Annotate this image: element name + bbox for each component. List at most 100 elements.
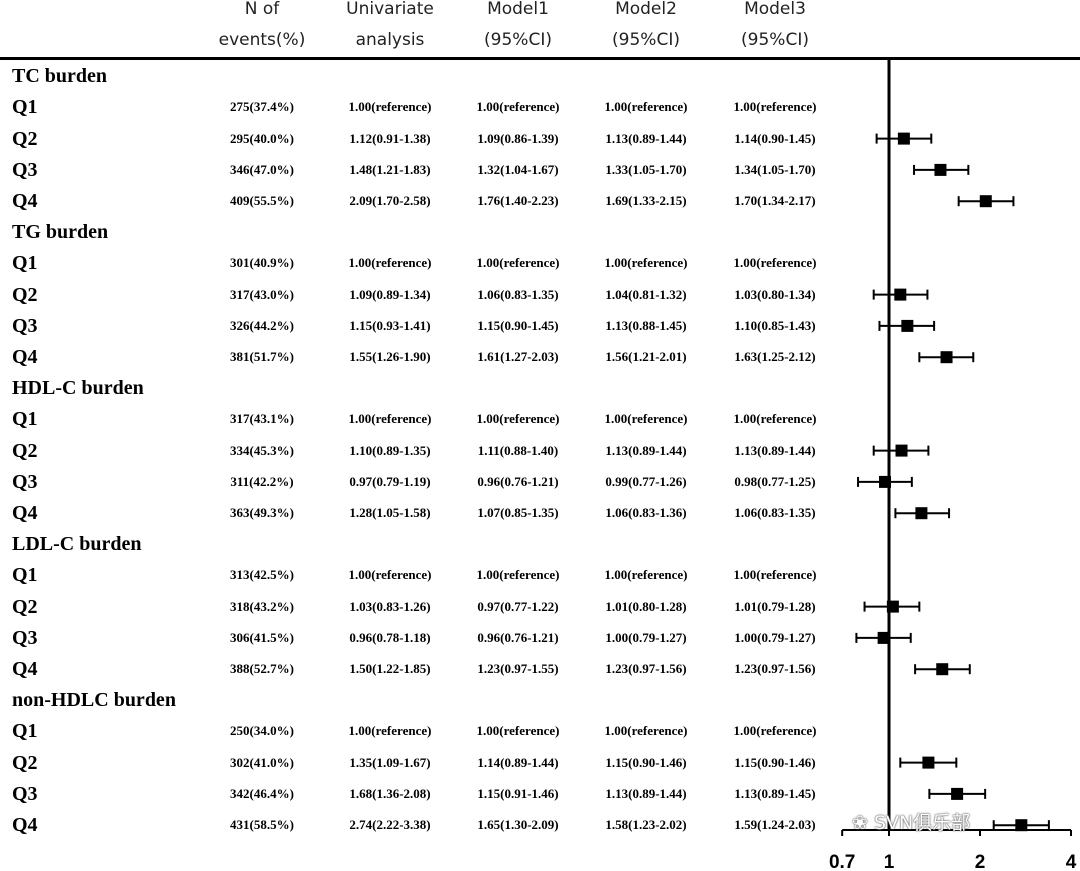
cell-model2: 1.33(1.05-1.70) (605, 161, 687, 177)
section-title: TG burden (12, 221, 109, 243)
cell-univariate: 1.03(0.83-1.26) (349, 598, 431, 614)
cell-model2: 1.06(0.83-1.36) (605, 505, 687, 521)
cell-events: 342(46.4%) (230, 785, 294, 801)
cell-model2: 1.15(0.90-1.46) (605, 754, 687, 770)
cell-model3: 1.01(0.79-1.28) (734, 598, 816, 614)
cell-model2: 1.00(reference) (604, 567, 688, 583)
cell-model2: 1.13(0.89-1.44) (605, 130, 687, 146)
cell-univariate: 1.00(reference) (348, 99, 432, 115)
cell-events: 306(41.5%) (230, 629, 294, 645)
cell-events: 431(58.5%) (230, 817, 294, 833)
x-tick-label: 2 (975, 852, 986, 871)
cell-model3: 1.34(1.05-1.70) (734, 161, 816, 177)
cell-model1: 1.11(0.88-1.40) (477, 442, 559, 458)
cell-events: 326(44.2%) (230, 317, 294, 333)
cell-model1: 1.00(reference) (476, 411, 560, 427)
row-label: Q2 (12, 439, 38, 462)
point-estimate (901, 319, 914, 332)
header-model2: Model2 (95%CI) (576, 0, 716, 56)
cell-model3: 1.14(0.90-1.45) (734, 130, 816, 146)
point-estimate (886, 600, 899, 613)
x-tick-label: 0.7 (829, 852, 855, 871)
row-label: Q2 (12, 127, 38, 150)
cell-model2: 1.13(0.88-1.45) (605, 317, 687, 333)
cell-model1: 1.65(1.30-2.09) (477, 817, 559, 833)
row-label: Q2 (12, 751, 38, 774)
cell-model2: 1.04(0.81-1.32) (605, 286, 687, 302)
cell-univariate: 1.00(reference) (348, 255, 432, 271)
cell-model3: 1.00(0.79-1.27) (734, 629, 816, 645)
cell-model1: 0.97(0.77-1.22) (477, 598, 559, 614)
cell-univariate: 1.15(0.93-1.41) (349, 317, 431, 333)
section-title: TC burden (12, 65, 108, 87)
cell-events: 334(45.3%) (230, 442, 294, 458)
cell-model3: 1.03(0.80-1.34) (734, 286, 816, 302)
point-estimate (934, 163, 947, 176)
cell-events: 311(42.2%) (230, 473, 294, 489)
cell-univariate: 1.48(1.21-1.83) (349, 161, 431, 177)
header-events-line: N of (244, 0, 280, 19)
point-estimate (951, 787, 964, 800)
cell-model2: 1.58(1.23-2.02) (605, 817, 687, 833)
header-rule (0, 57, 1080, 60)
point-estimate (922, 756, 935, 769)
cell-model1: 1.00(reference) (476, 255, 560, 271)
wechat-icon: ❀ (852, 812, 868, 834)
cell-univariate: 1.50(1.22-1.85) (349, 661, 431, 677)
cell-events: 381(51.7%) (230, 349, 294, 365)
cell-model3: 1.10(0.85-1.43) (734, 317, 816, 333)
cell-model2: 1.00(0.79-1.27) (605, 629, 687, 645)
cell-model2: 1.00(reference) (604, 99, 688, 115)
header-model1: Model1 (95%CI) (448, 0, 588, 56)
cell-univariate: 2.09(1.70-2.58) (349, 193, 431, 209)
row-label: Q4 (12, 346, 38, 369)
row-label: Q4 (12, 190, 38, 213)
cell-univariate: 1.00(reference) (348, 723, 432, 739)
cell-model1: 0.96(0.76-1.21) (477, 629, 559, 645)
cell-events: 275(37.4%) (230, 99, 294, 115)
header-univariate: Univariate analysis (320, 0, 460, 56)
cell-univariate: 1.68(1.36-2.08) (349, 785, 431, 801)
point-estimate (894, 288, 907, 301)
cell-model1: 0.96(0.76-1.21) (477, 473, 559, 489)
cell-univariate: 1.00(reference) (348, 411, 432, 427)
header-univariate-line: analysis (355, 30, 425, 50)
cell-model1: 1.14(0.89-1.44) (477, 754, 559, 770)
cell-model2: 1.01(0.80-1.28) (605, 598, 687, 614)
cell-univariate: 1.28(1.05-1.58) (349, 505, 431, 521)
cell-univariate: 1.00(reference) (348, 567, 432, 583)
cell-model3: 1.15(0.90-1.46) (734, 754, 816, 770)
cell-events: 317(43.1%) (230, 411, 294, 427)
row-label: Q3 (12, 158, 38, 181)
cell-events: 301(40.9%) (230, 255, 294, 271)
row-label: Q1 (12, 252, 38, 275)
header-model2-line: Model2 (615, 0, 677, 19)
cell-model1: 1.32(1.04-1.67) (477, 161, 559, 177)
watermark-text: SVN俱乐部 (873, 812, 971, 834)
row-label: Q4 (12, 502, 38, 525)
point-estimate (936, 663, 949, 676)
section-title: LDL-C burden (12, 533, 142, 555)
header-univariate-line: Univariate (346, 0, 434, 19)
cell-model2: 1.00(reference) (604, 723, 688, 739)
cell-model3: 1.70(1.34-2.17) (734, 193, 816, 209)
cell-model1: 1.76(1.40-2.23) (477, 193, 559, 209)
row-label: Q1 (12, 96, 38, 119)
cell-model3: 1.06(0.83-1.35) (734, 505, 816, 521)
cell-model2: 1.23(0.97-1.56) (605, 661, 687, 677)
cell-model1: 1.09(0.86-1.39) (477, 130, 559, 146)
cell-model1: 1.06(0.83-1.35) (477, 286, 559, 302)
cell-model2: 1.00(reference) (604, 255, 688, 271)
cell-model3: 1.00(reference) (733, 99, 817, 115)
point-estimate (877, 631, 890, 644)
cell-events: 409(55.5%) (230, 193, 294, 209)
cell-model3: 0.98(0.77-1.25) (734, 473, 816, 489)
cell-model2: 1.13(0.89-1.44) (605, 442, 687, 458)
header-model3-line: (95%CI) (741, 30, 809, 50)
row-label: Q3 (12, 470, 38, 493)
cell-model3: 1.59(1.24-2.03) (734, 817, 816, 833)
cell-events: 313(42.5%) (230, 567, 294, 583)
cell-model2: 1.56(1.21-2.01) (605, 349, 687, 365)
row-label: Q3 (12, 626, 38, 649)
